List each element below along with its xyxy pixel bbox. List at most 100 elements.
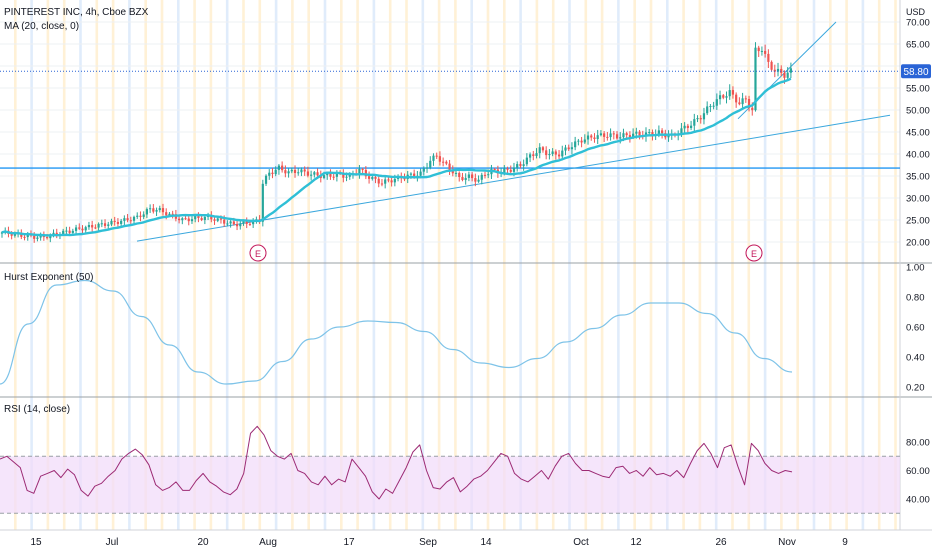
candle[interactable] — [551, 148, 554, 157]
candle[interactable] — [760, 46, 764, 56]
candle[interactable] — [525, 153, 528, 167]
candle[interactable] — [628, 131, 631, 143]
candle[interactable] — [702, 107, 706, 125]
candle[interactable] — [731, 86, 735, 99]
candle[interactable] — [313, 170, 316, 178]
candle[interactable] — [297, 167, 300, 176]
candle[interactable] — [149, 204, 152, 213]
candle[interactable] — [235, 220, 239, 231]
last-price-badge[interactable]: 58.80 — [901, 64, 931, 79]
candle[interactable] — [197, 212, 200, 223]
earnings-marker-1[interactable] — [249, 244, 267, 262]
candle[interactable] — [422, 166, 425, 176]
candle[interactable] — [757, 45, 760, 58]
candle[interactable] — [480, 172, 483, 185]
candle[interactable] — [287, 168, 290, 178]
candle[interactable] — [648, 128, 651, 135]
candle[interactable] — [474, 173, 477, 187]
candle[interactable] — [603, 131, 606, 143]
candle[interactable] — [364, 166, 367, 180]
candle[interactable] — [741, 92, 744, 110]
candle[interactable] — [123, 215, 126, 226]
candle[interactable] — [100, 219, 103, 228]
candle[interactable] — [116, 218, 120, 228]
candle[interactable] — [483, 171, 487, 179]
candle[interactable] — [158, 205, 161, 213]
candle[interactable] — [306, 166, 309, 178]
candle[interactable] — [722, 93, 725, 100]
candle[interactable] — [718, 90, 722, 105]
candle[interactable] — [725, 91, 728, 104]
candle[interactable] — [467, 171, 470, 182]
candle[interactable] — [661, 128, 664, 139]
candle[interactable] — [78, 223, 81, 230]
candle[interactable] — [780, 65, 783, 77]
candle[interactable] — [226, 220, 229, 227]
candle[interactable] — [284, 165, 287, 178]
candle[interactable] — [129, 216, 132, 225]
candle[interactable] — [699, 115, 702, 124]
candle[interactable] — [590, 134, 593, 141]
candle[interactable] — [522, 159, 525, 171]
candle[interactable] — [142, 211, 145, 220]
candle[interactable] — [435, 152, 438, 160]
candle[interactable] — [615, 131, 619, 140]
candle[interactable] — [461, 172, 464, 182]
candle[interactable] — [448, 159, 451, 176]
candle[interactable] — [387, 176, 390, 183]
candle[interactable] — [583, 134, 586, 144]
candle[interactable] — [103, 219, 107, 229]
earnings-marker-2[interactable] — [745, 244, 763, 262]
candle[interactable] — [181, 217, 184, 225]
candle[interactable] — [268, 169, 271, 180]
candle[interactable] — [145, 207, 148, 219]
candle[interactable] — [532, 150, 535, 161]
candle[interactable] — [715, 93, 718, 110]
candle[interactable] — [689, 120, 693, 131]
candle[interactable] — [374, 175, 377, 184]
candle[interactable] — [229, 220, 232, 228]
candle[interactable] — [528, 152, 532, 163]
candle[interactable] — [586, 131, 590, 145]
candle[interactable] — [516, 161, 519, 172]
candle[interactable] — [84, 225, 87, 234]
candle[interactable] — [113, 216, 116, 226]
candle[interactable] — [625, 131, 628, 139]
candle[interactable] — [36, 235, 39, 242]
candle[interactable] — [161, 203, 165, 216]
candle[interactable] — [432, 153, 435, 166]
candle[interactable] — [300, 167, 303, 177]
candle[interactable] — [94, 224, 97, 230]
earnings-markers[interactable]: E E — [249, 244, 763, 262]
candle[interactable] — [120, 218, 123, 227]
candle[interactable] — [342, 169, 345, 183]
candle[interactable] — [686, 123, 689, 133]
candle[interactable] — [136, 212, 139, 219]
candle[interactable] — [429, 156, 432, 170]
candlesticks[interactable] — [0, 42, 792, 243]
candle[interactable] — [593, 133, 596, 143]
candle[interactable] — [274, 166, 277, 177]
candle[interactable] — [152, 204, 155, 214]
candle[interactable] — [574, 136, 577, 151]
candle[interactable] — [39, 232, 42, 241]
candle[interactable] — [425, 162, 429, 173]
candle[interactable] — [97, 222, 100, 232]
candle[interactable] — [110, 218, 113, 227]
candle[interactable] — [541, 146, 545, 153]
candle[interactable] — [132, 215, 136, 225]
candle[interactable] — [667, 130, 670, 142]
candle[interactable] — [477, 175, 480, 183]
candle[interactable] — [367, 171, 371, 184]
candle[interactable] — [245, 217, 248, 229]
candle[interactable] — [706, 101, 709, 116]
candle[interactable] — [712, 101, 715, 110]
candle[interactable] — [65, 226, 68, 235]
candle[interactable] — [438, 151, 442, 166]
candle[interactable] — [696, 115, 699, 123]
candle[interactable] — [442, 157, 445, 167]
candle[interactable] — [564, 144, 567, 156]
candle[interactable] — [728, 84, 731, 100]
candle[interactable] — [190, 216, 194, 224]
